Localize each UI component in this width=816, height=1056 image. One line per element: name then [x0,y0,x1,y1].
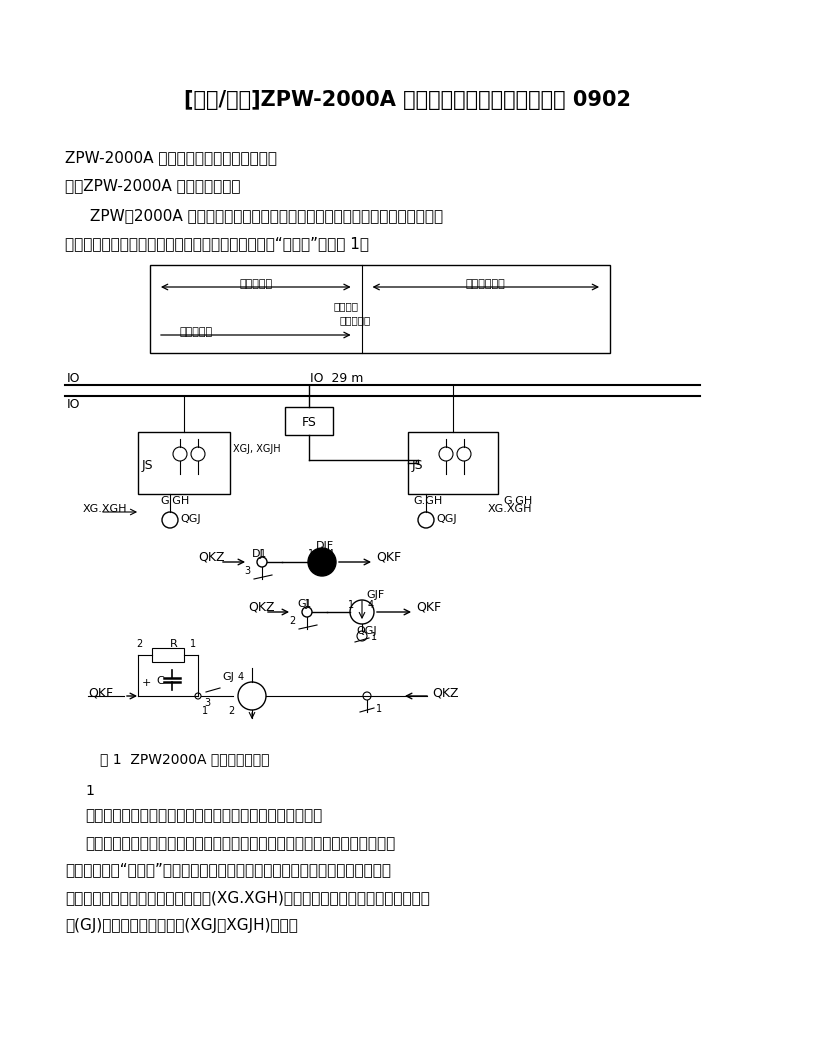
Text: GJ: GJ [297,599,309,609]
Text: QKF: QKF [88,686,113,699]
Circle shape [418,512,434,528]
Text: 率信号。上述“延续段”信号由运行前方相邻轨道电路接收器处理，并将处理结果: 率信号。上述“延续段”信号由运行前方相邻轨道电路接收器处理，并将处理结果 [65,862,391,876]
Text: 小轨道电路: 小轨道电路 [339,315,370,325]
Text: 1: 1 [190,639,196,649]
Text: XG.XGH: XG.XGH [488,504,533,514]
Circle shape [191,447,205,461]
Text: 1: 1 [305,599,311,609]
Text: 4: 4 [368,600,374,610]
Text: [电子/电路]ZPW-2000A 双线双向四显示自动闭塞电路 0902: [电子/电路]ZPW-2000A 双线双向四显示自动闭塞电路 0902 [184,90,632,110]
Text: QKZ: QKZ [198,551,224,564]
Text: 1: 1 [308,549,314,559]
Text: QGJ: QGJ [180,514,201,524]
Text: ZPW-2000A 双线双向四显示自动闭塞电路: ZPW-2000A 双线双向四显示自动闭塞电路 [65,150,277,165]
Text: 2: 2 [228,706,234,716]
Circle shape [308,548,336,576]
Circle shape [439,447,453,461]
Text: ZPW－2000A 型无绝缘轨道电路将轨道电路分为主轨道电路和调谐区短小轨道: ZPW－2000A 型无绝缘轨道电路将轨道电路分为主轨道电路和调谐区短小轨道 [90,208,443,223]
Text: 3: 3 [244,566,251,576]
Text: 图 1  ZPW2000A 轨道电路示意图: 图 1 ZPW2000A 轨道电路示意图 [100,752,269,766]
Text: XGJ, XGJH: XGJ, XGJH [233,444,281,454]
Text: QKF: QKF [376,551,401,564]
Text: 1: 1 [376,704,382,714]
Text: DJF: DJF [316,541,334,551]
Text: 1: 1 [348,600,354,610]
Text: QKF: QKF [416,601,441,614]
Circle shape [195,693,201,699]
Circle shape [302,607,312,617]
Text: 一、ZPW-2000A 轨道电路示意图: 一、ZPW-2000A 轨道电路示意图 [65,178,241,193]
Bar [285,407,333,435]
Text: 电路两个部分，并将短小轨道电路视为主轨道电路的“延续段”，见图 1。: 电路两个部分，并将短小轨道电路视为主轨道电路的“延续段”，见图 1。 [65,235,369,251]
Text: IO  29 m: IO 29 m [310,372,363,385]
Text: 本轨道电路: 本轨道电路 [239,279,273,289]
Bar [152,648,184,662]
Circle shape [162,512,178,528]
Text: 1: 1 [202,706,208,716]
Text: 形成小轨道电路轨道继电器执行条件(XG.XGH)送本轨道电路接收器，作为轨道继电: 形成小轨道电路轨道继电器执行条件(XG.XGH)送本轨道电路接收器，作为轨道继电 [65,890,430,905]
Text: 2: 2 [289,616,295,626]
Text: R: R [170,639,178,649]
Text: 器(GJ)励磁的必要检查条件(XGJ、XGJH)之一。: 器(GJ)励磁的必要检查条件(XGJ、XGJH)之一。 [65,918,298,934]
Text: 4: 4 [328,549,334,559]
Circle shape [257,557,267,567]
Text: 接收器除接收本主轨道电路频率信号外，还同时接收相邻区段小轨道电路的频: 接收器除接收本主轨道电路频率信号外，还同时接收相邻区段小轨道电路的频 [85,836,395,851]
Circle shape [350,600,374,624]
Text: G.GH: G.GH [413,496,442,506]
Text: 1: 1 [371,631,377,642]
Text: IO: IO [67,398,81,411]
Bar [150,265,610,353]
Text: GJ: GJ [222,672,234,682]
Circle shape [363,692,371,700]
Text: 3: 3 [204,698,211,708]
Circle shape [457,447,471,461]
Text: JS: JS [412,458,424,471]
Bar [408,432,498,494]
Circle shape [357,631,367,641]
Text: IO: IO [67,372,81,385]
Text: 调谐区短: 调谐区短 [334,301,358,312]
Text: 相邻轨道电路: 相邻轨道电路 [466,279,506,289]
Text: QGJ: QGJ [356,626,377,636]
Text: +: + [142,678,152,689]
Text: 2: 2 [136,639,142,649]
Text: 4: 4 [238,672,244,682]
Text: QKZ: QKZ [432,686,459,699]
Text: GJF: GJF [366,590,384,600]
Bar [138,432,230,494]
Circle shape [238,682,266,710]
Text: G.GH: G.GH [503,496,532,506]
Text: 发送器同时向线路两侧主轨道电路、小轨道电路发送信号。: 发送器同时向线路两侧主轨道电路、小轨道电路发送信号。 [85,808,322,823]
Text: C: C [156,676,164,686]
Text: QKZ: QKZ [248,601,274,614]
Text: G.GH: G.GH [160,496,189,506]
Text: 1: 1 [85,784,94,798]
Text: QGJ: QGJ [436,514,457,524]
Text: DJ: DJ [252,549,264,559]
Text: JS: JS [142,458,153,471]
Circle shape [173,447,187,461]
Text: 主轨道电路: 主轨道电路 [180,327,213,337]
Text: 1: 1 [260,549,266,559]
Text: FS: FS [302,415,317,429]
Text: XG.XGH: XG.XGH [83,504,127,514]
